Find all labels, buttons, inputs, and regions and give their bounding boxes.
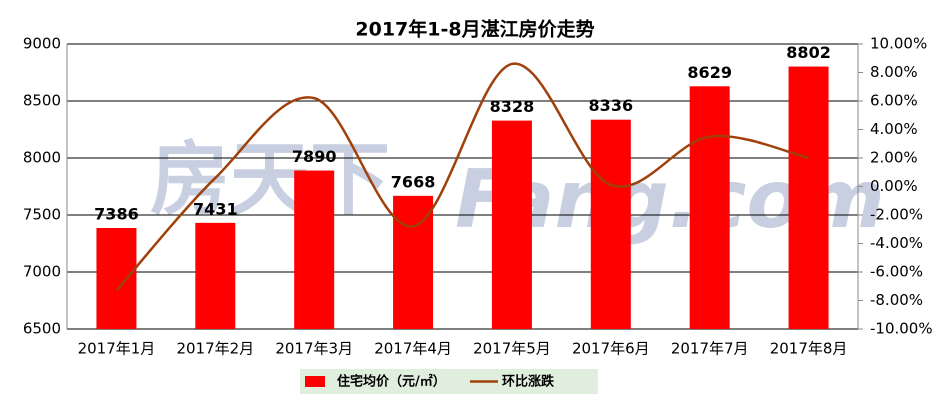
x-tick-label: 2017年8月	[770, 340, 848, 358]
value-label: 7431	[193, 199, 238, 218]
value-label: 7668	[391, 172, 436, 191]
watermark: 房天下	[150, 133, 390, 226]
bar	[788, 66, 829, 330]
legend-label: 住宅均价（元/㎡）	[337, 374, 446, 390]
x-tick-label: 2017年4月	[374, 340, 452, 358]
value-label: 8802	[786, 43, 831, 62]
bar	[491, 120, 532, 329]
y2-tick-label: 2.00%	[870, 149, 918, 167]
y2-tick-label: 0.00%	[870, 177, 918, 195]
value-label: 7890	[292, 147, 337, 166]
x-tick-label: 2017年1月	[78, 340, 156, 358]
y2-tick-label: -4.00%	[870, 234, 923, 252]
y-tick-label: 7000	[23, 263, 61, 281]
y2-tick-label: 6.00%	[870, 92, 918, 110]
line	[115, 62, 809, 292]
bar	[294, 170, 335, 329]
legend-box	[300, 369, 598, 394]
x-tick-label: 2017年5月	[473, 340, 551, 358]
value-label: 8336	[589, 96, 634, 115]
y2-tick-label: -2.00%	[870, 206, 923, 224]
bar	[590, 119, 631, 329]
y-tick-label: 7500	[23, 206, 61, 224]
legend-swatch	[305, 376, 325, 387]
value-label: 8328	[490, 97, 535, 116]
x-tick-label: 2017年2月	[176, 340, 254, 358]
y2-tick-label: -6.00%	[870, 263, 923, 281]
y-tick-label: 8000	[23, 149, 61, 167]
y2-tick-label: 10.00%	[870, 35, 927, 53]
bar	[96, 227, 137, 329]
y2-tick-label: 4.00%	[870, 120, 918, 138]
x-tick-label: 2017年3月	[275, 340, 353, 358]
value-label: 7386	[94, 204, 139, 223]
legend-label: 环比涨跌	[502, 374, 555, 390]
bar	[195, 222, 236, 329]
y-tick-label: 6500	[23, 320, 61, 338]
y-tick-label: 8500	[23, 92, 61, 110]
x-tick-label: 2017年6月	[572, 340, 650, 358]
chart-title: 2017年1-8月湛江房价走势	[355, 18, 594, 41]
y2-tick-label: -10.00%	[870, 320, 933, 338]
bar	[689, 86, 730, 329]
y2-tick-label: -8.00%	[870, 291, 923, 309]
y2-tick-label: 8.00%	[870, 63, 918, 81]
value-label: 8629	[687, 63, 732, 82]
y-tick-label: 9000	[23, 35, 61, 53]
x-tick-label: 2017年7月	[671, 340, 749, 358]
